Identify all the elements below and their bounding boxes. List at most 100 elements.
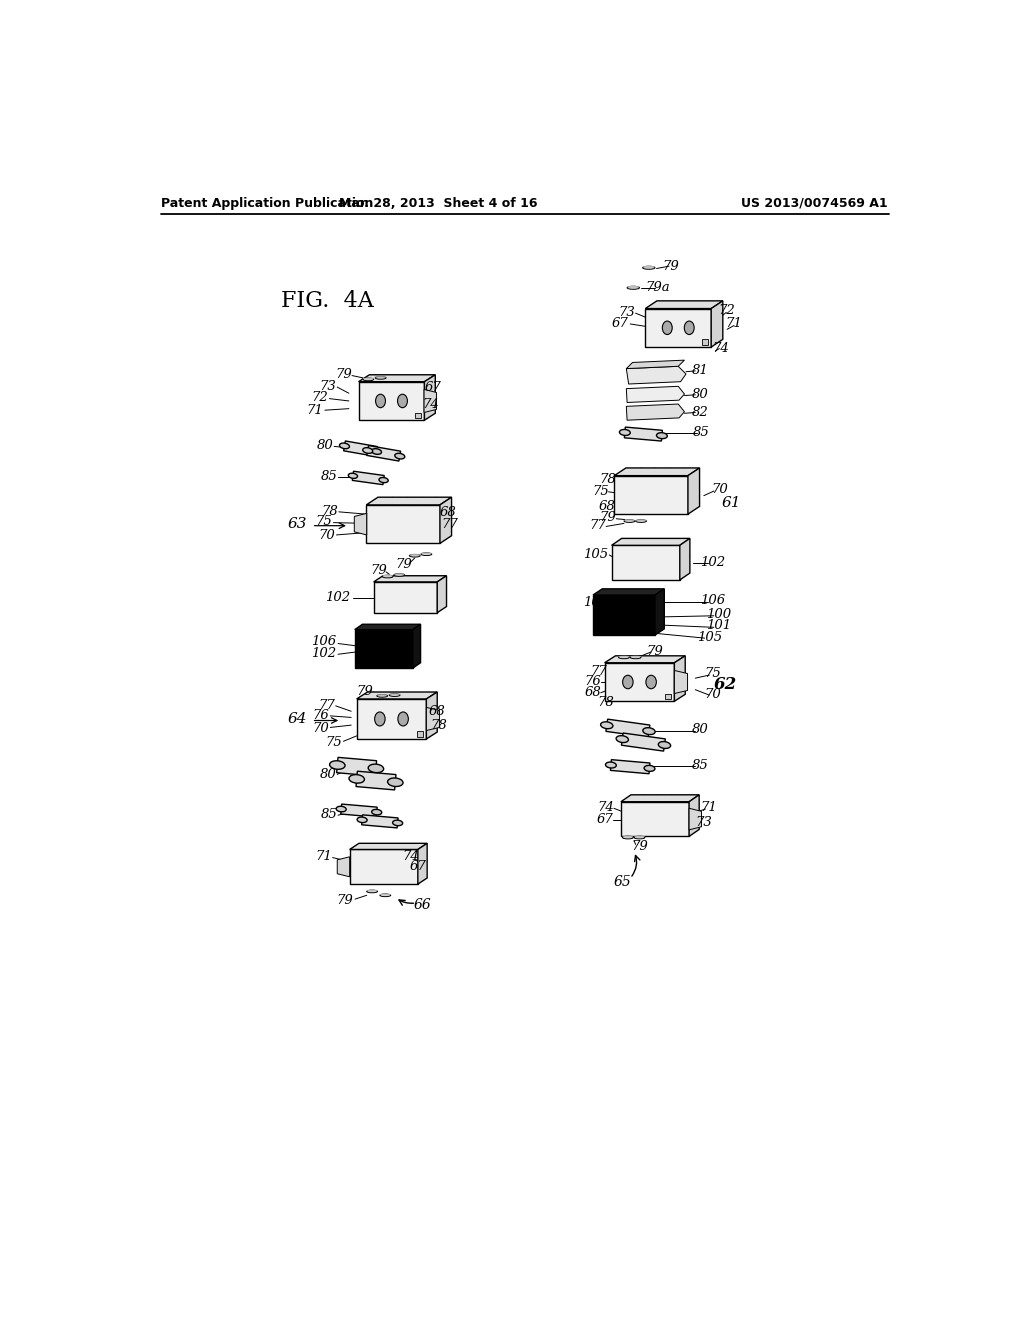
Text: 80: 80 [691,388,709,401]
Text: 102: 102 [699,556,725,569]
Bar [354,630,413,668]
Text: Mar. 28, 2013  Sheet 4 of 16: Mar. 28, 2013 Sheet 4 of 16 [339,197,538,210]
Text: 70: 70 [705,688,722,701]
Polygon shape [688,469,699,515]
Text: 78: 78 [322,504,338,517]
Ellipse shape [362,378,374,379]
Ellipse shape [394,574,404,577]
Ellipse shape [410,554,420,556]
Text: 77: 77 [441,519,458,532]
Polygon shape [627,360,684,368]
Ellipse shape [397,395,408,408]
Ellipse shape [367,890,378,891]
Ellipse shape [624,520,635,521]
Ellipse shape [369,764,384,772]
Text: 64: 64 [287,711,307,726]
Text: 73: 73 [319,380,336,393]
Text: 78: 78 [598,696,614,709]
Ellipse shape [330,760,345,770]
Text: 68: 68 [439,506,457,519]
Text: 82: 82 [691,407,709,418]
Polygon shape [610,759,650,774]
Text: 61: 61 [721,495,740,510]
Ellipse shape [643,727,655,735]
Text: FIG.  4A: FIG. 4A [282,290,374,312]
Bar [367,506,440,544]
Text: 74: 74 [598,801,614,814]
Ellipse shape [618,656,630,657]
Ellipse shape [663,321,672,334]
Ellipse shape [684,321,694,334]
Polygon shape [689,808,701,830]
Polygon shape [593,589,665,595]
Ellipse shape [372,809,382,814]
Polygon shape [354,513,367,535]
Ellipse shape [627,286,640,289]
Ellipse shape [398,711,409,726]
Ellipse shape [646,676,656,689]
Text: 67: 67 [410,861,426,874]
Ellipse shape [623,836,633,838]
Text: 70: 70 [312,722,330,735]
Ellipse shape [357,817,368,822]
Bar [701,339,708,345]
Polygon shape [424,389,436,412]
Polygon shape [352,471,384,484]
Text: 74: 74 [713,342,729,355]
Text: 79: 79 [335,368,352,381]
Text: 75: 75 [592,484,609,498]
Ellipse shape [605,762,616,768]
Ellipse shape [636,520,646,523]
Polygon shape [621,795,699,801]
Polygon shape [344,441,378,457]
Polygon shape [356,771,396,789]
Text: 102: 102 [310,647,336,660]
Polygon shape [413,624,421,668]
Text: 79: 79 [663,260,679,273]
Bar [374,582,437,612]
Ellipse shape [395,453,404,459]
Polygon shape [680,539,690,579]
Text: 75: 75 [325,735,342,748]
Ellipse shape [410,554,420,557]
Text: 77: 77 [590,665,607,677]
Text: 75: 75 [705,667,722,680]
Text: 81: 81 [691,363,709,376]
Text: 80: 80 [691,723,709,737]
Text: 80: 80 [317,440,334,453]
Text: 79: 79 [370,564,387,577]
Polygon shape [604,656,685,663]
Text: 68: 68 [429,705,445,718]
Bar [604,663,675,701]
Text: 74: 74 [423,399,439,412]
Ellipse shape [601,722,613,729]
Ellipse shape [362,447,373,453]
Text: 78: 78 [430,718,447,731]
Ellipse shape [623,676,633,689]
Polygon shape [367,446,400,461]
Text: 102: 102 [325,591,350,603]
Ellipse shape [630,656,641,659]
Ellipse shape [380,894,391,895]
Ellipse shape [634,836,645,838]
Polygon shape [374,576,446,582]
Polygon shape [655,589,665,635]
Text: 67: 67 [611,317,629,330]
Ellipse shape [656,433,668,438]
Text: 65: 65 [613,875,632,890]
Ellipse shape [620,429,630,436]
Text: Patent Application Publication: Patent Application Publication [161,197,373,210]
Text: 79: 79 [395,557,413,570]
Ellipse shape [387,777,403,787]
Text: 71: 71 [700,801,718,814]
Ellipse shape [375,376,386,378]
Text: 79a: 79a [645,281,670,294]
Ellipse shape [389,694,400,697]
Ellipse shape [630,656,641,657]
Text: 77: 77 [318,698,335,711]
Ellipse shape [389,693,400,696]
Ellipse shape [394,573,404,576]
Bar [611,545,680,579]
Ellipse shape [372,449,382,454]
Text: 62: 62 [713,676,736,693]
